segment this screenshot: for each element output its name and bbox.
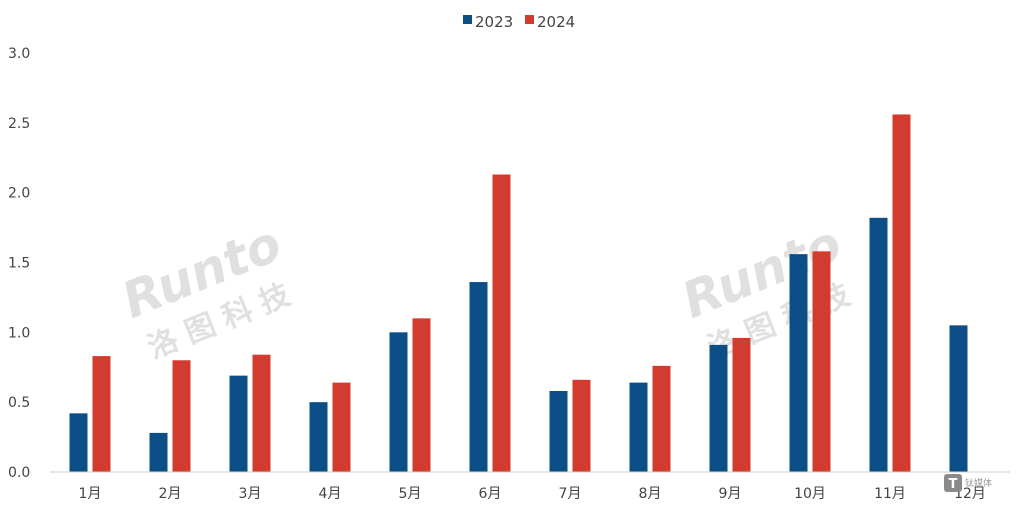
x-tick-label: 5月: [399, 486, 422, 502]
y-tick-label: 1.5: [8, 256, 30, 272]
bar-2023-4: [309, 402, 328, 472]
bar-2024-9: [732, 337, 751, 472]
watermark-left: Runto 洛图科技: [114, 214, 304, 366]
x-tick-label: 2月: [159, 486, 182, 502]
y-tick-label: 0.0: [8, 465, 30, 481]
y-tick-label: 3.0: [8, 46, 30, 62]
x-tick-label: 9月: [719, 486, 742, 502]
legend-swatch-2024: [525, 15, 534, 24]
bar-2023-1: [69, 413, 88, 472]
x-axis-labels: 1月 2月 3月 4月 5月 6月 7月 8月 9月 10月 11月 12月: [79, 486, 986, 502]
y-tick-label: 2.5: [8, 116, 30, 132]
watermark-right: Runto 洛图科技: [674, 214, 864, 366]
bar-2023-12: [949, 325, 968, 472]
tmt-logo-icon: [944, 474, 962, 492]
bar-2024-10: [812, 251, 831, 472]
x-tick-label: 6月: [479, 486, 502, 502]
bar-2024-3: [252, 354, 271, 472]
bar-2023-3: [229, 375, 248, 472]
bar-2023-7: [549, 390, 568, 472]
bar-2023-10: [789, 254, 808, 472]
bar-2024-11: [892, 114, 911, 472]
tmt-logo-glyph: T: [949, 477, 958, 492]
corner-logo-text: 钛媒体: [965, 477, 992, 489]
bar-2023-2: [149, 432, 168, 472]
bar-2023-11: [869, 217, 888, 472]
x-tick-label: 10月: [794, 486, 826, 502]
x-tick-label: 1月: [79, 486, 102, 502]
x-tick-label: 3月: [239, 486, 262, 502]
bar-2024-6: [492, 174, 511, 472]
bar-2024-8: [652, 365, 671, 472]
y-tick-label: 1.0: [8, 325, 30, 341]
legend-label-2024: 2024: [537, 13, 575, 31]
y-tick-label: 2.0: [8, 186, 30, 202]
x-tick-label: 11月: [874, 486, 906, 502]
x-tick-label: 12月: [954, 486, 986, 502]
y-axis: 0.0 0.5 1.0 1.5 2.0 2.5 3.0: [8, 46, 30, 481]
legend-label-2023: 2023: [475, 13, 513, 31]
x-tick-label: 8月: [639, 486, 662, 502]
bar-2024-2: [172, 360, 191, 472]
y-tick-label: 0.5: [8, 395, 30, 411]
bar-2023-9: [709, 344, 728, 472]
bar-2024-4: [332, 382, 351, 472]
legend: 2023 2024: [463, 13, 575, 31]
bars: [69, 114, 968, 472]
bar-2023-8: [629, 382, 648, 472]
x-tick-label: 4月: [319, 486, 342, 502]
bar-2023-5: [389, 332, 408, 472]
bar-2024-1: [92, 356, 111, 472]
legend-swatch-2023: [463, 15, 472, 24]
bar-2024-7: [572, 379, 591, 472]
corner-logo: T 钛媒体: [944, 474, 992, 492]
bar-2024-5: [412, 318, 431, 472]
x-tick-label: 7月: [559, 486, 582, 502]
bar-2023-6: [469, 282, 488, 472]
